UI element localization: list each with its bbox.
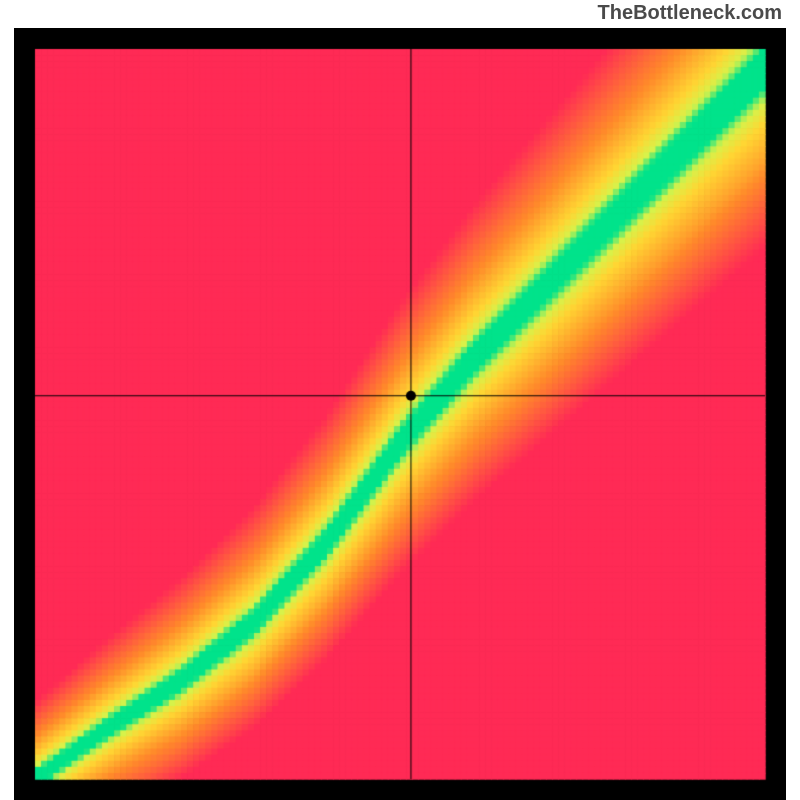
heatmap-canvas (14, 28, 786, 800)
watermark-text: TheBottleneck.com (598, 2, 782, 25)
bottleneck-heatmap (14, 28, 786, 800)
